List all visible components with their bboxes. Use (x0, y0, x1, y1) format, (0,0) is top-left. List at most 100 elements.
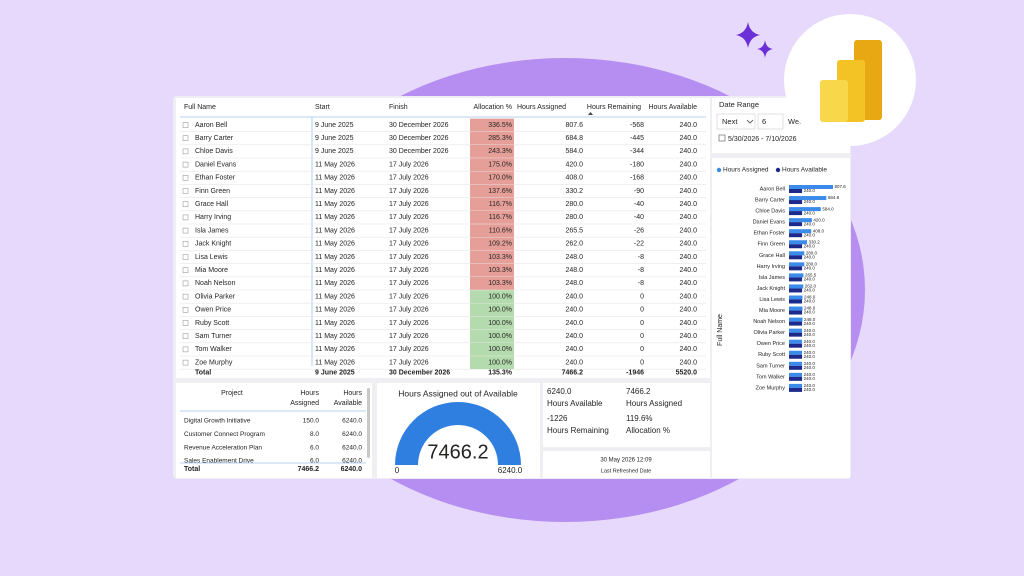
table-cell: 100.0% (488, 307, 512, 314)
bar-value-label: 408.0 (813, 228, 825, 233)
table-cell: 280.0 (565, 201, 583, 208)
bar (789, 262, 805, 267)
table-cell: 240.0 (565, 346, 583, 353)
bar (789, 255, 803, 260)
table-cell: 240.0 (679, 280, 697, 287)
table-cell: 262.0 (565, 241, 583, 248)
expand-icon[interactable] (182, 201, 189, 207)
table-cell: 11 May 2026 (315, 254, 355, 261)
bar-value-label: 240.0 (804, 376, 816, 381)
table-cell: 807.6 (565, 122, 583, 129)
refresh-label: Last Refreshed Date (601, 468, 651, 474)
expand-icon[interactable] (182, 122, 189, 128)
category-label: Chloe Davis (755, 209, 785, 215)
bar-value-label: 584.0 (822, 206, 834, 211)
expand-icon[interactable] (182, 359, 189, 366)
allocation-cell (470, 118, 514, 132)
column-header: Full Name (184, 104, 216, 111)
table-cell: 240.0 (565, 333, 583, 340)
expand-icon[interactable] (182, 293, 189, 300)
expand-icon[interactable] (182, 333, 189, 339)
expand-icon[interactable] (182, 320, 189, 326)
column-header: Hours Assigned (290, 390, 319, 407)
table-cell: 17 July 2026 (389, 161, 429, 168)
expand-icon[interactable] (182, 148, 189, 155)
table-cell: 240.0 (679, 346, 697, 353)
legend-label: Hours Available (782, 167, 827, 174)
table-cell: 243.3% (488, 148, 512, 155)
table-cell: Grace Hall (195, 201, 229, 208)
table-cell: 0 (640, 293, 644, 300)
category-label: Daniel Evans (753, 220, 786, 226)
bar (789, 306, 803, 311)
table-cell: 137.6% (488, 188, 512, 195)
bar-value-label: 240.0 (804, 343, 816, 348)
expand-icon[interactable] (182, 346, 189, 353)
table-cell: 0 (640, 359, 644, 366)
table-cell: Mia Moore (195, 267, 228, 274)
kpi-value: 119.6% (626, 414, 653, 423)
table-cell: -344 (630, 148, 644, 155)
bar (789, 295, 803, 300)
allocation-cell (470, 145, 514, 158)
mode-dropdown[interactable] (716, 113, 756, 130)
table-cell: 9 June 2025 (315, 122, 354, 129)
bar-value-label: 330.2 (808, 239, 820, 244)
table-cell: 11 May 2026 (315, 320, 355, 327)
allocation-cell (470, 211, 514, 224)
table-cell: 11 May 2026 (315, 227, 355, 234)
table-cell: -445 (630, 135, 644, 142)
bar (789, 233, 803, 238)
bar-value-label: 240.0 (804, 387, 816, 392)
count-input[interactable] (757, 113, 784, 130)
expand-icon[interactable] (182, 241, 189, 247)
bar (789, 229, 812, 234)
table-cell: Aaron Bell (195, 122, 228, 129)
table-cell: 17 July 2026 (389, 227, 429, 234)
expand-icon[interactable] (182, 227, 189, 234)
table-cell: 11 May 2026 (315, 333, 355, 340)
sparkle (736, 22, 760, 48)
table-cell: 17 July 2026 (389, 346, 429, 353)
table-cell: 336.5% (488, 122, 512, 129)
table-cell: 240.0 (565, 293, 583, 300)
table-cell: 248.0 (565, 267, 583, 274)
total-cell: 9 June 2025 (315, 370, 355, 377)
expand-icon[interactable] (182, 307, 189, 313)
sparkle (757, 40, 773, 58)
table-cell: 17 July 2026 (389, 201, 429, 208)
expand-icon[interactable] (182, 188, 189, 194)
kpi-label: Hours Available (547, 399, 603, 408)
project-cell: Revenue Acceleration Plan (184, 444, 262, 451)
table-cell: Chloe Davis (195, 148, 233, 155)
legend-label: Hours Assigned (723, 167, 769, 174)
bar (789, 339, 803, 344)
expand-icon[interactable] (182, 280, 189, 287)
expand-icon[interactable] (182, 161, 189, 168)
allocation-cell (470, 131, 514, 145)
table-cell: 116.7% (489, 214, 512, 221)
total-cell: 5520.0 (676, 370, 698, 377)
expand-icon[interactable] (182, 254, 189, 260)
table-cell: 30 December 2026 (389, 135, 449, 142)
total-band (180, 463, 368, 476)
bar (789, 196, 827, 201)
table-cell: 11 May 2026 (315, 307, 355, 314)
bar-value-label: 240.0 (804, 199, 816, 204)
category-label: Ruby Scott (758, 352, 785, 358)
bar (789, 244, 803, 249)
expand-icon[interactable] (182, 135, 189, 141)
bar-value-label: 240.0 (804, 365, 816, 370)
bar-value-label: 280.0 (806, 250, 818, 255)
category-label: Barry Carter (755, 198, 785, 204)
kpi-panel (543, 383, 710, 447)
gauge-title: Hours Assigned out of Available (398, 388, 518, 398)
table-cell: 17 July 2026 (389, 280, 429, 287)
kpi-label: Allocation % (626, 426, 670, 435)
table-cell: 584.0 (565, 148, 583, 155)
expand-icon[interactable] (182, 175, 189, 181)
expand-icon[interactable] (182, 267, 189, 273)
category-label: Zoe Murphy (756, 385, 786, 391)
expand-icon[interactable] (182, 214, 189, 221)
bar (789, 332, 803, 337)
